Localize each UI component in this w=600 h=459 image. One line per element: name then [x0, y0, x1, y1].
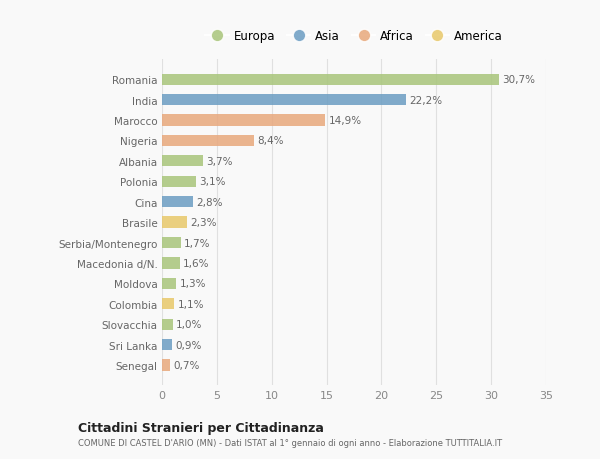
- Bar: [162, 359, 170, 371]
- Text: 2,8%: 2,8%: [196, 197, 223, 207]
- Text: 22,2%: 22,2%: [409, 95, 442, 106]
- Text: 2,3%: 2,3%: [191, 218, 217, 228]
- Text: Cittadini Stranieri per Cittadinanza: Cittadini Stranieri per Cittadinanza: [78, 421, 324, 434]
- Bar: [162, 298, 174, 310]
- Text: 3,7%: 3,7%: [206, 157, 232, 167]
- Bar: [162, 176, 196, 187]
- Bar: [162, 237, 181, 249]
- Text: 1,3%: 1,3%: [179, 279, 206, 289]
- Bar: [162, 74, 499, 86]
- Bar: [162, 135, 254, 147]
- Text: 1,1%: 1,1%: [178, 299, 204, 309]
- Bar: [162, 95, 406, 106]
- Text: 0,9%: 0,9%: [175, 340, 202, 350]
- Text: 1,6%: 1,6%: [183, 258, 209, 269]
- Text: 0,7%: 0,7%: [173, 360, 199, 370]
- Bar: [162, 156, 203, 167]
- Bar: [162, 339, 172, 350]
- Text: 14,9%: 14,9%: [329, 116, 362, 126]
- Text: 1,0%: 1,0%: [176, 319, 203, 330]
- Bar: [162, 278, 176, 289]
- Text: 30,7%: 30,7%: [502, 75, 535, 85]
- Bar: [162, 217, 187, 228]
- Text: 1,7%: 1,7%: [184, 238, 211, 248]
- Bar: [162, 319, 173, 330]
- Legend: Europa, Asia, Africa, America: Europa, Asia, Africa, America: [202, 27, 506, 46]
- Text: 3,1%: 3,1%: [199, 177, 226, 187]
- Bar: [162, 258, 179, 269]
- Text: 8,4%: 8,4%: [257, 136, 284, 146]
- Bar: [162, 115, 325, 126]
- Text: COMUNE DI CASTEL D'ARIO (MN) - Dati ISTAT al 1° gennaio di ogni anno - Elaborazi: COMUNE DI CASTEL D'ARIO (MN) - Dati ISTA…: [78, 438, 502, 448]
- Bar: [162, 196, 193, 208]
